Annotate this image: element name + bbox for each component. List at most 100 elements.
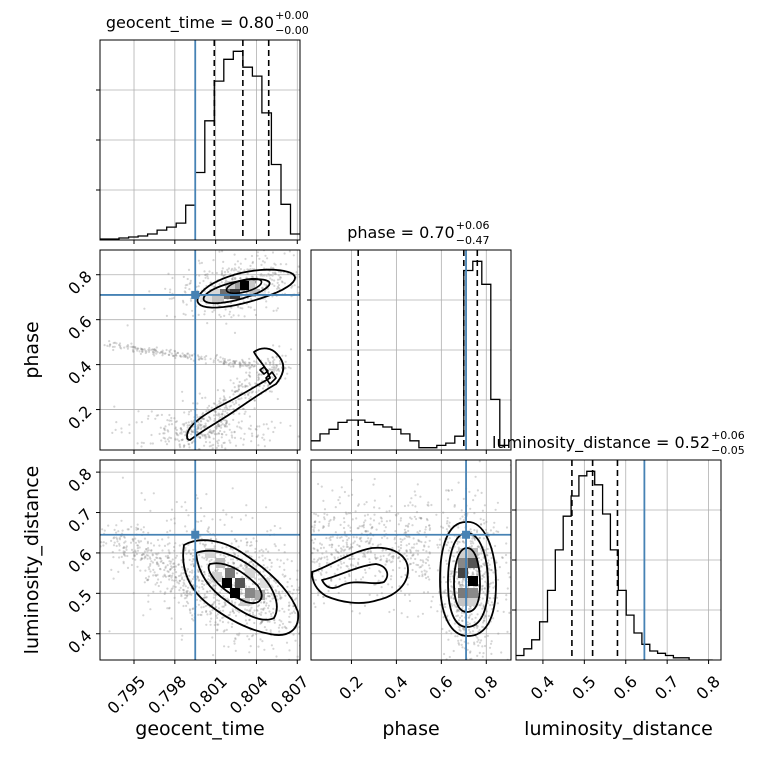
sample-point xyxy=(443,603,446,606)
sample-point xyxy=(267,591,270,594)
sample-point xyxy=(481,669,483,671)
sample-point xyxy=(240,384,243,387)
sample-point xyxy=(233,276,236,280)
sample-point xyxy=(275,356,278,359)
density-cell xyxy=(468,576,478,586)
sample-point xyxy=(289,424,292,427)
sample-point xyxy=(351,546,354,549)
sample-point xyxy=(168,419,171,422)
sample-point xyxy=(218,591,222,594)
sample-point xyxy=(175,554,178,557)
sample-point xyxy=(168,551,171,554)
sample-point xyxy=(458,626,461,629)
sample-point xyxy=(236,633,239,636)
sample-point xyxy=(268,595,271,598)
sample-point xyxy=(481,574,484,577)
density-cell xyxy=(212,572,222,582)
sample-point xyxy=(164,575,168,578)
sample-point xyxy=(154,349,157,352)
sample-point xyxy=(149,557,152,560)
sample-point xyxy=(414,505,417,508)
sample-point xyxy=(229,558,233,561)
sample-point xyxy=(429,606,433,609)
sample-point xyxy=(445,544,449,547)
sample-point xyxy=(256,371,259,374)
sample-point xyxy=(406,583,409,586)
sample-point xyxy=(449,590,452,593)
sample-point xyxy=(233,362,237,365)
sample-point xyxy=(207,409,210,412)
sample-point xyxy=(215,353,218,357)
sample-point xyxy=(457,642,460,645)
sample-point xyxy=(246,268,249,271)
sample-point xyxy=(278,594,282,597)
sample-point xyxy=(392,555,395,558)
sample-point xyxy=(181,399,184,402)
sample-point xyxy=(208,270,211,273)
sample-point xyxy=(181,352,184,355)
sample-point xyxy=(197,520,200,523)
sample-point xyxy=(427,501,430,504)
sample-point xyxy=(230,277,234,280)
sample-point xyxy=(245,541,248,544)
sample-point xyxy=(248,374,251,377)
sample-point xyxy=(218,425,221,428)
sample-point xyxy=(210,430,214,433)
sample-point xyxy=(121,476,124,479)
sample-point xyxy=(269,559,272,562)
sample-point xyxy=(119,535,122,538)
sample-point xyxy=(236,260,239,263)
sample-point xyxy=(500,651,503,654)
pair-content xyxy=(311,460,511,671)
sample-point xyxy=(210,617,213,620)
sample-point xyxy=(267,359,270,362)
sample-point xyxy=(182,355,185,358)
sample-point xyxy=(122,560,125,563)
sample-point xyxy=(452,560,455,563)
sample-point xyxy=(272,368,275,371)
density-cell xyxy=(468,548,478,558)
sample-point xyxy=(475,624,478,628)
sample-point xyxy=(208,445,211,448)
sample-point xyxy=(166,419,169,422)
sample-point xyxy=(264,254,267,257)
sample-point xyxy=(408,593,411,596)
sample-point xyxy=(345,535,348,538)
sample-point xyxy=(468,622,471,625)
sample-point xyxy=(347,512,350,515)
title-sup: +0.06 xyxy=(456,219,490,232)
sample-point xyxy=(160,439,163,442)
sample-point xyxy=(130,548,134,552)
sample-point xyxy=(144,349,147,352)
sample-point xyxy=(348,548,351,551)
sample-point xyxy=(205,493,208,496)
sample-point xyxy=(251,434,254,438)
sample-point xyxy=(494,544,497,548)
sample-point xyxy=(268,363,272,366)
sample-point xyxy=(226,412,229,415)
sample-point xyxy=(373,499,376,502)
sample-point xyxy=(277,274,280,277)
sample-point xyxy=(137,410,140,413)
sample-point xyxy=(241,407,244,410)
sample-point xyxy=(364,555,367,558)
sample-point xyxy=(190,563,193,566)
sample-point xyxy=(359,617,361,619)
sample-point xyxy=(469,540,472,543)
sample-point xyxy=(158,351,161,355)
sample-point xyxy=(140,492,143,495)
sample-point xyxy=(239,262,242,265)
sample-point xyxy=(221,410,225,413)
pair-frame xyxy=(99,459,301,661)
sample-point xyxy=(461,583,464,587)
sample-point xyxy=(378,522,381,525)
sample-point xyxy=(268,390,272,393)
sample-point xyxy=(237,545,240,548)
sample-point xyxy=(152,574,155,577)
sample-point xyxy=(486,532,489,535)
sample-point xyxy=(374,556,377,559)
sample-point xyxy=(151,554,154,557)
sample-point xyxy=(251,635,254,638)
sample-point xyxy=(230,306,233,309)
sample-point xyxy=(222,441,225,445)
